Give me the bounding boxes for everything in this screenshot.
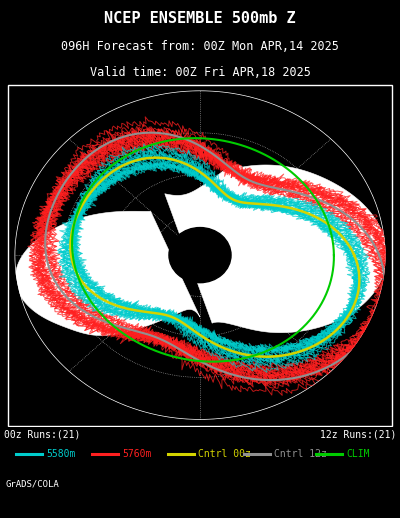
- Text: CLIM: CLIM: [346, 449, 370, 459]
- Polygon shape: [16, 211, 200, 336]
- Text: GrADS/COLA: GrADS/COLA: [6, 480, 60, 489]
- Text: Cntrl 00z: Cntrl 00z: [198, 449, 251, 459]
- Text: Cntrl 12z: Cntrl 12z: [274, 449, 327, 459]
- Circle shape: [14, 91, 386, 420]
- Polygon shape: [182, 165, 248, 219]
- Text: 096H Forecast from: 00Z Mon APR,14 2025: 096H Forecast from: 00Z Mon APR,14 2025: [61, 40, 339, 53]
- Text: 00z Runs:(21): 00z Runs:(21): [4, 429, 80, 439]
- Text: 12z Runs:(21): 12z Runs:(21): [320, 429, 396, 439]
- Text: 5580m: 5580m: [46, 449, 75, 459]
- Text: 5760m: 5760m: [122, 449, 151, 459]
- Circle shape: [169, 227, 231, 283]
- Polygon shape: [165, 165, 387, 333]
- Text: NCEP ENSEMBLE 500mb Z: NCEP ENSEMBLE 500mb Z: [104, 11, 296, 26]
- Text: Valid time: 00Z Fri APR,18 2025: Valid time: 00Z Fri APR,18 2025: [90, 66, 310, 79]
